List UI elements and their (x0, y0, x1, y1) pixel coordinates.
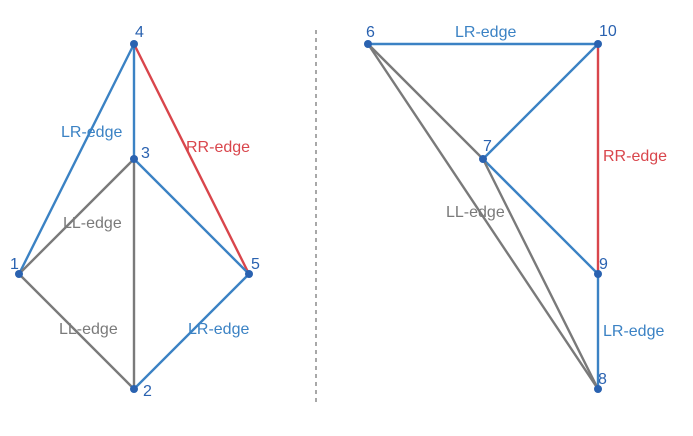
edge-label-rr-right: RR-edge (603, 148, 667, 165)
edge-6-8 (366, 42, 600, 391)
vertex-label-4: 4 (135, 24, 144, 41)
node-4 (130, 40, 138, 48)
vertex-labels: 1 2 3 4 5 6 7 8 9 10 (10, 23, 617, 400)
edge-1-2 (17, 272, 136, 391)
edge-label-ll-middle-left: LL-edge (63, 215, 122, 232)
edge-5-2 (132, 272, 251, 391)
vertex-label-6: 6 (366, 24, 375, 41)
edge-label-ll-right: LL-edge (446, 204, 505, 221)
edge-labels: LR-edge RR-edge LL-edge LL-edge LR-edge … (59, 24, 667, 340)
vertex-label-2: 2 (143, 383, 152, 400)
edge-label-lr-lower-left: LR-edge (188, 321, 249, 338)
node-3 (130, 155, 138, 163)
edge-label-lr-upper-left: LR-edge (61, 124, 122, 141)
nodes (15, 40, 602, 393)
vertex-label-1: 1 (10, 256, 19, 273)
vertex-label-8: 8 (598, 371, 607, 388)
edge-label-lr-top-right: LR-edge (455, 24, 516, 41)
edge-7-8 (481, 157, 600, 391)
vertex-label-5: 5 (251, 256, 260, 273)
edge-label-ll-lower-left: LL-edge (59, 321, 118, 338)
node-2 (130, 385, 138, 393)
edge-4-1 (17, 42, 136, 276)
edge-10-7 (481, 42, 600, 161)
node-8 (594, 385, 602, 393)
vertex-label-9: 9 (599, 256, 608, 273)
edge-4-5 (132, 42, 251, 276)
node-6 (364, 40, 372, 48)
node-1 (15, 270, 23, 278)
edge-1-3 (17, 157, 136, 276)
left-graph-edges (17, 42, 251, 391)
node-10 (594, 40, 602, 48)
edge-7-9 (481, 157, 600, 276)
edge-3-5 (132, 157, 251, 276)
right-graph-edges (366, 42, 600, 391)
vertex-label-7: 7 (483, 138, 492, 155)
edge-label-rr-left: RR-edge (186, 139, 250, 156)
node-9 (594, 270, 602, 278)
node-7 (479, 155, 487, 163)
vertex-label-3: 3 (141, 145, 150, 162)
edge-label-lr-bottom-right: LR-edge (603, 323, 664, 340)
edge-6-7 (366, 42, 485, 161)
node-5 (245, 270, 253, 278)
vertex-label-10: 10 (599, 23, 617, 40)
